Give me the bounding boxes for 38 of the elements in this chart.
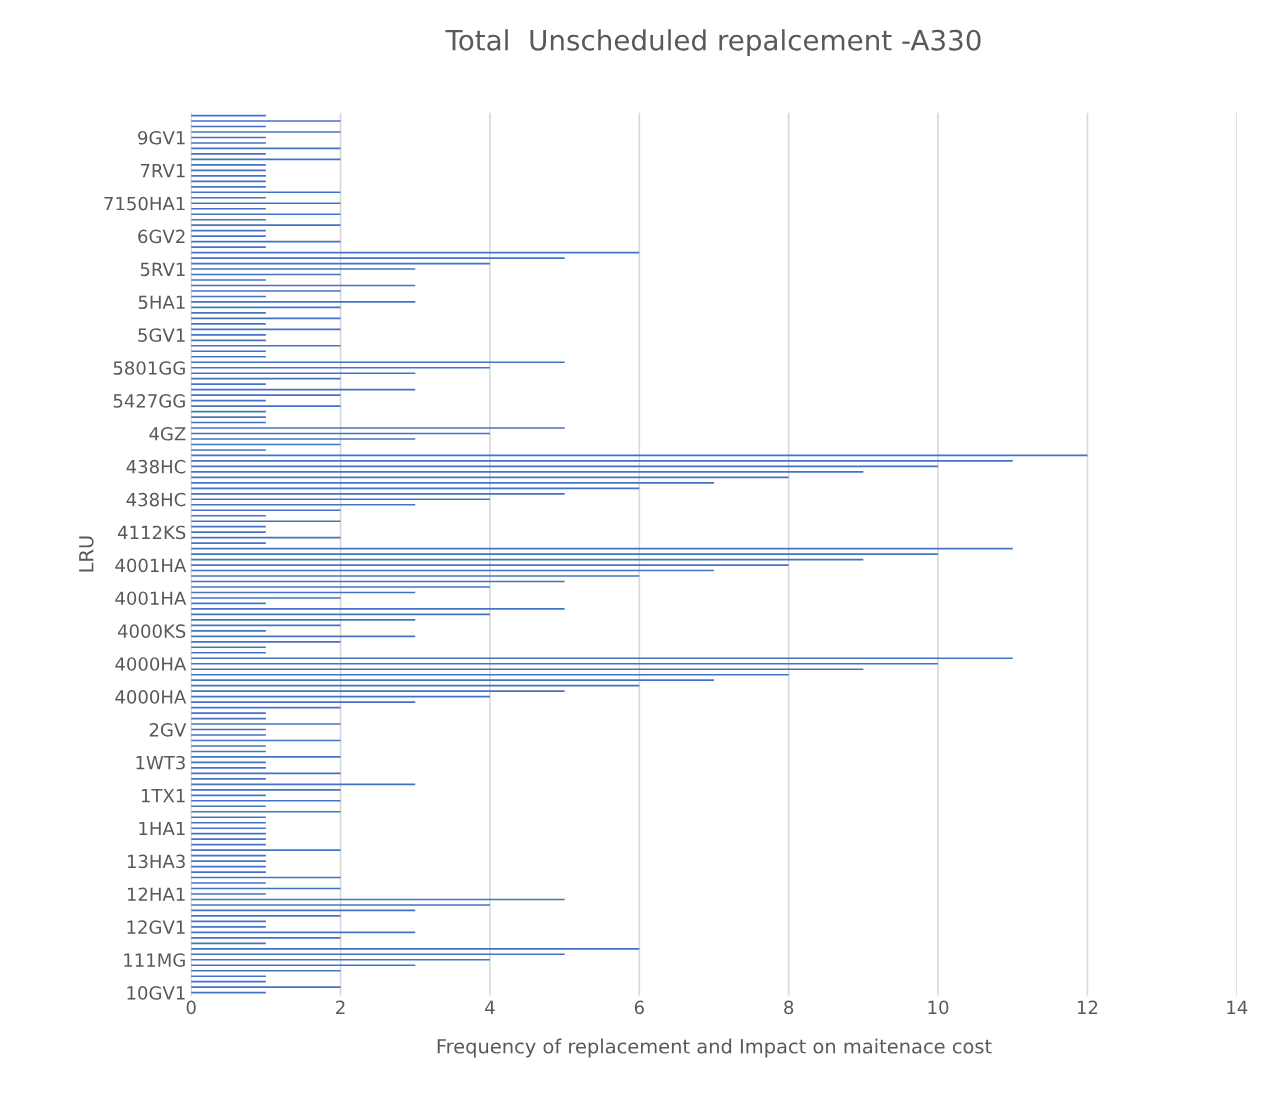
y-tick-label: 7RV1 <box>140 164 185 178</box>
y-tick-label: 12HA1 <box>127 887 185 901</box>
y-tick-label: 5427GG <box>113 394 185 408</box>
y-tick-label: 1WT3 <box>136 755 185 770</box>
x-tick-label: 10 <box>928 1000 949 1015</box>
y-tick-label: 9GV1 <box>138 130 185 145</box>
y-tick-label: 1TX1 <box>141 789 185 803</box>
y-tick-label: 438HC <box>126 459 186 474</box>
x-tick-label: 0 <box>186 1000 196 1015</box>
y-tick-label: 438HC <box>126 492 186 507</box>
x-tick-label: 12 <box>1077 1000 1098 1014</box>
y-tick-label: 5801GG <box>113 361 185 375</box>
y-tick-label: 4GZ <box>149 426 186 441</box>
x-axis-title: Frequency of replacement and Impact on maitenace cost <box>437 1038 992 1058</box>
x-tick-label: 8 <box>784 1000 794 1015</box>
y-tick-label: 13HA3 <box>127 854 185 869</box>
y-tick-label: 12GV1 <box>127 920 185 934</box>
y-tick-label: 2GV <box>149 722 187 737</box>
y-tick-label: 4000KS <box>117 624 186 638</box>
y-tick-label: 4112KS <box>117 525 186 540</box>
y-tick-label: 10GV1 <box>127 986 185 1000</box>
y-tick-label: 7150HA1 <box>104 196 185 211</box>
x-tick-label: 6 <box>634 1000 644 1015</box>
y-tick-label: 4001HA <box>115 591 187 606</box>
y-tick-label: 4001HA <box>115 558 187 573</box>
y-axis-title: LRU <box>79 536 94 572</box>
y-tick-label: 1HA1 <box>139 821 185 836</box>
y-tick-label: 4000HA <box>115 657 187 671</box>
y-tick-label: 5HA1 <box>138 295 185 310</box>
y-tick-label: 6GV2 <box>138 229 185 244</box>
chart-title: Total Unscheduled repalcement -A330 <box>445 29 981 57</box>
y-tick-label: 4000HA <box>115 690 187 704</box>
y-tick-label: 5GV1 <box>138 328 185 342</box>
x-tick-label: 14 <box>1227 1000 1248 1014</box>
y-tick-label: 111MG <box>124 953 185 967</box>
x-tick-label: 2 <box>336 1000 345 1014</box>
y-tick-label: 5RV1 <box>140 262 185 277</box>
x-tick-label: 4 <box>485 1000 495 1014</box>
